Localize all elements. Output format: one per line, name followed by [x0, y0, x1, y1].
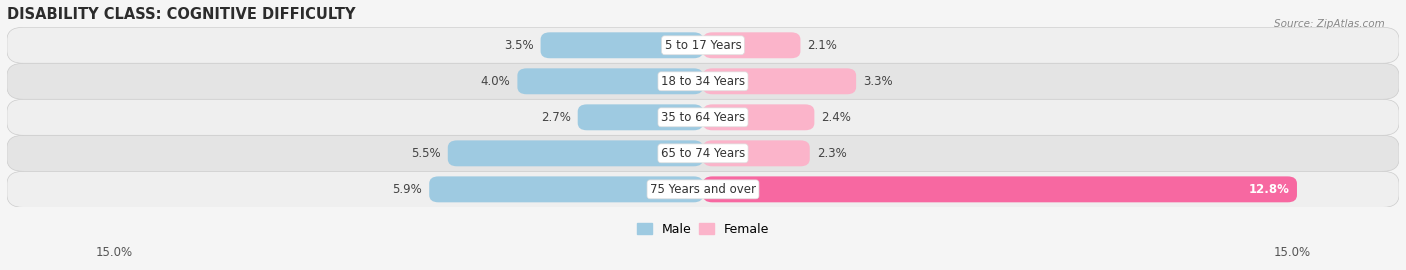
FancyBboxPatch shape — [429, 176, 703, 202]
Text: 2.1%: 2.1% — [807, 39, 838, 52]
Text: 18 to 34 Years: 18 to 34 Years — [661, 75, 745, 88]
Text: 5.9%: 5.9% — [392, 183, 422, 196]
Text: Source: ZipAtlas.com: Source: ZipAtlas.com — [1274, 19, 1385, 29]
Legend: Male, Female: Male, Female — [631, 218, 775, 241]
Text: 2.3%: 2.3% — [817, 147, 846, 160]
FancyBboxPatch shape — [447, 140, 703, 166]
FancyBboxPatch shape — [7, 99, 1399, 135]
Text: 2.4%: 2.4% — [821, 111, 851, 124]
Text: 65 to 74 Years: 65 to 74 Years — [661, 147, 745, 160]
Text: 5 to 17 Years: 5 to 17 Years — [665, 39, 741, 52]
FancyBboxPatch shape — [7, 135, 1399, 171]
Text: 12.8%: 12.8% — [1249, 183, 1291, 196]
Text: 75 Years and over: 75 Years and over — [650, 183, 756, 196]
FancyBboxPatch shape — [517, 68, 703, 94]
Text: 2.7%: 2.7% — [541, 111, 571, 124]
Text: DISABILITY CLASS: COGNITIVE DIFFICULTY: DISABILITY CLASS: COGNITIVE DIFFICULTY — [7, 7, 356, 22]
Text: 4.0%: 4.0% — [481, 75, 510, 88]
FancyBboxPatch shape — [7, 27, 1399, 63]
FancyBboxPatch shape — [703, 32, 800, 58]
Text: 15.0%: 15.0% — [1274, 246, 1310, 259]
FancyBboxPatch shape — [578, 104, 703, 130]
FancyBboxPatch shape — [703, 104, 814, 130]
Text: 3.5%: 3.5% — [503, 39, 534, 52]
Text: 35 to 64 Years: 35 to 64 Years — [661, 111, 745, 124]
Text: 5.5%: 5.5% — [411, 147, 441, 160]
FancyBboxPatch shape — [7, 171, 1399, 207]
FancyBboxPatch shape — [703, 176, 1296, 202]
Text: 3.3%: 3.3% — [863, 75, 893, 88]
FancyBboxPatch shape — [540, 32, 703, 58]
FancyBboxPatch shape — [7, 63, 1399, 99]
Text: 15.0%: 15.0% — [96, 246, 132, 259]
FancyBboxPatch shape — [703, 140, 810, 166]
FancyBboxPatch shape — [703, 68, 856, 94]
